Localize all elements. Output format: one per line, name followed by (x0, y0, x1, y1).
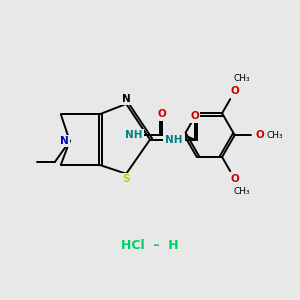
Text: O: O (256, 130, 264, 140)
Text: NH: NH (165, 135, 182, 145)
Text: CH₃: CH₃ (266, 130, 283, 140)
Text: S: S (122, 174, 130, 184)
Text: CH₃: CH₃ (234, 74, 250, 83)
Text: O: O (158, 109, 166, 119)
Text: CH₃: CH₃ (234, 187, 250, 196)
Text: HCl  –  H: HCl – H (121, 238, 179, 252)
Text: O: O (230, 174, 239, 184)
Text: N: N (60, 136, 69, 146)
Text: O: O (230, 86, 239, 96)
Text: O: O (190, 111, 199, 122)
Text: N: N (122, 94, 130, 103)
Text: NH: NH (125, 130, 142, 140)
